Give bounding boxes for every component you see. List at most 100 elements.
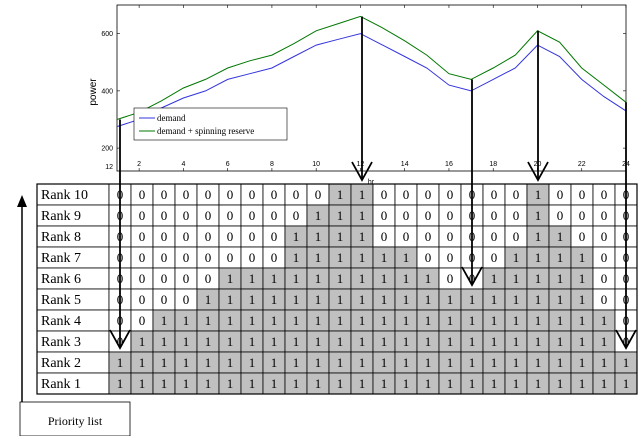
status-cell-value: 1 <box>513 250 520 265</box>
status-cell-value: 0 <box>183 271 190 286</box>
table-row: Rank 4001111111111111111111110 <box>36 309 638 332</box>
status-cell-value: 1 <box>381 292 388 307</box>
status-cell-value: 1 <box>183 355 190 370</box>
status-cell-value: 1 <box>293 271 300 286</box>
status-cell-value: 1 <box>513 271 520 286</box>
status-cell-value: 1 <box>337 229 344 244</box>
status-cell-value: 1 <box>425 355 432 370</box>
status-cell-value: 1 <box>249 271 256 286</box>
status-cell-value: 0 <box>601 208 608 223</box>
status-cell-value: 0 <box>601 250 608 265</box>
status-cell-value: 1 <box>359 334 366 349</box>
status-cell-value: 1 <box>403 313 410 328</box>
status-cell-value: 1 <box>205 334 212 349</box>
status-cell-value: 1 <box>381 355 388 370</box>
arrow-head <box>527 161 549 182</box>
rank-label: Rank 5 <box>41 293 81 308</box>
status-cell-value: 0 <box>271 229 278 244</box>
status-cell-value: 0 <box>491 229 498 244</box>
status-cell-value: 0 <box>205 250 212 265</box>
status-cell-value: 1 <box>271 292 278 307</box>
status-cell-value: 0 <box>139 250 146 265</box>
status-cell-value: 0 <box>161 271 168 286</box>
x-tick-label: 16 <box>445 161 453 168</box>
status-cell-value: 1 <box>535 271 542 286</box>
status-cell-value: 1 <box>491 355 498 370</box>
status-cell-value: 0 <box>293 208 300 223</box>
status-cell-value: 1 <box>359 229 366 244</box>
status-cell-value: 1 <box>139 376 146 391</box>
x-tick-label: 10 <box>312 161 320 168</box>
x-axis-label: hr <box>368 179 375 186</box>
rank-label: Rank 8 <box>41 230 81 245</box>
status-cell-value: 1 <box>271 271 278 286</box>
caption-box <box>19 401 131 436</box>
status-cell-value: 1 <box>293 313 300 328</box>
status-cell-value: 0 <box>227 250 234 265</box>
status-cell-value: 1 <box>425 334 432 349</box>
status-cell-value: 1 <box>381 376 388 391</box>
status-cell-value: 1 <box>183 376 190 391</box>
status-cell-value: 1 <box>403 292 410 307</box>
status-cell-value: 0 <box>249 187 256 202</box>
status-cell-value: 1 <box>227 292 234 307</box>
status-cell-value: 1 <box>227 313 234 328</box>
status-cell-value: 1 <box>491 292 498 307</box>
status-cell-value: 0 <box>161 250 168 265</box>
rank-label: Rank 6 <box>41 272 81 287</box>
status-cell-value: 1 <box>469 376 476 391</box>
rank-label: Rank 2 <box>41 356 81 371</box>
status-cell-value: 0 <box>403 187 410 202</box>
status-cell-value: 1 <box>337 334 344 349</box>
status-cell-value: 1 <box>359 292 366 307</box>
status-cell-value: 1 <box>293 355 300 370</box>
status-cell-value: 1 <box>403 334 410 349</box>
status-cell-value: 0 <box>425 187 432 202</box>
x-tick-label: 14 <box>401 161 409 168</box>
status-cell-value: 1 <box>205 292 212 307</box>
status-cell-value: 1 <box>535 292 542 307</box>
status-cell-value: 1 <box>557 292 564 307</box>
status-cell-value: 0 <box>381 208 388 223</box>
status-cell-value: 1 <box>249 376 256 391</box>
status-cell-value: 1 <box>337 292 344 307</box>
status-cell-value: 1 <box>579 313 586 328</box>
status-cell-value: 1 <box>535 187 542 202</box>
status-cell-value: 1 <box>557 376 564 391</box>
x-tick-label: 22 <box>578 161 586 168</box>
status-cell-value: 1 <box>359 187 366 202</box>
status-cell-value: 1 <box>359 250 366 265</box>
status-cell-value: 1 <box>579 334 586 349</box>
status-cell-value: 1 <box>425 292 432 307</box>
status-cell-value: 0 <box>513 229 520 244</box>
status-cell-value: 1 <box>227 355 234 370</box>
status-cell-value: 1 <box>469 355 476 370</box>
status-cell-value: 1 <box>227 376 234 391</box>
status-cell-value: 0 <box>139 292 146 307</box>
status-cell-value: 1 <box>315 376 322 391</box>
status-cell-value: 1 <box>447 334 454 349</box>
status-cell-value: 1 <box>557 229 564 244</box>
status-cell-value: 0 <box>557 208 564 223</box>
status-cell-value: 1 <box>579 271 586 286</box>
status-cell-value: 0 <box>183 292 190 307</box>
status-cell-value: 1 <box>315 334 322 349</box>
x-tick-label: 8 <box>270 161 274 168</box>
status-cell-value: 1 <box>623 376 630 391</box>
status-cell-value: 0 <box>249 229 256 244</box>
status-cell-value: 0 <box>447 208 454 223</box>
status-cell-value: 1 <box>403 271 410 286</box>
status-cell-value: 0 <box>579 208 586 223</box>
legend-label-reserve: demand + spinning reserve <box>157 126 254 136</box>
rank-label: Rank 9 <box>41 209 81 224</box>
status-cell-value: 1 <box>601 355 608 370</box>
status-cell-value: 1 <box>271 355 278 370</box>
status-cell-value: 1 <box>535 334 542 349</box>
rank-label: Rank 3 <box>41 335 81 350</box>
status-cell-value: 1 <box>359 313 366 328</box>
status-cell-value: 1 <box>381 334 388 349</box>
priority-list-annotation: Priority list <box>17 195 131 436</box>
status-cell-value: 0 <box>249 208 256 223</box>
status-cell-value: 0 <box>557 187 564 202</box>
